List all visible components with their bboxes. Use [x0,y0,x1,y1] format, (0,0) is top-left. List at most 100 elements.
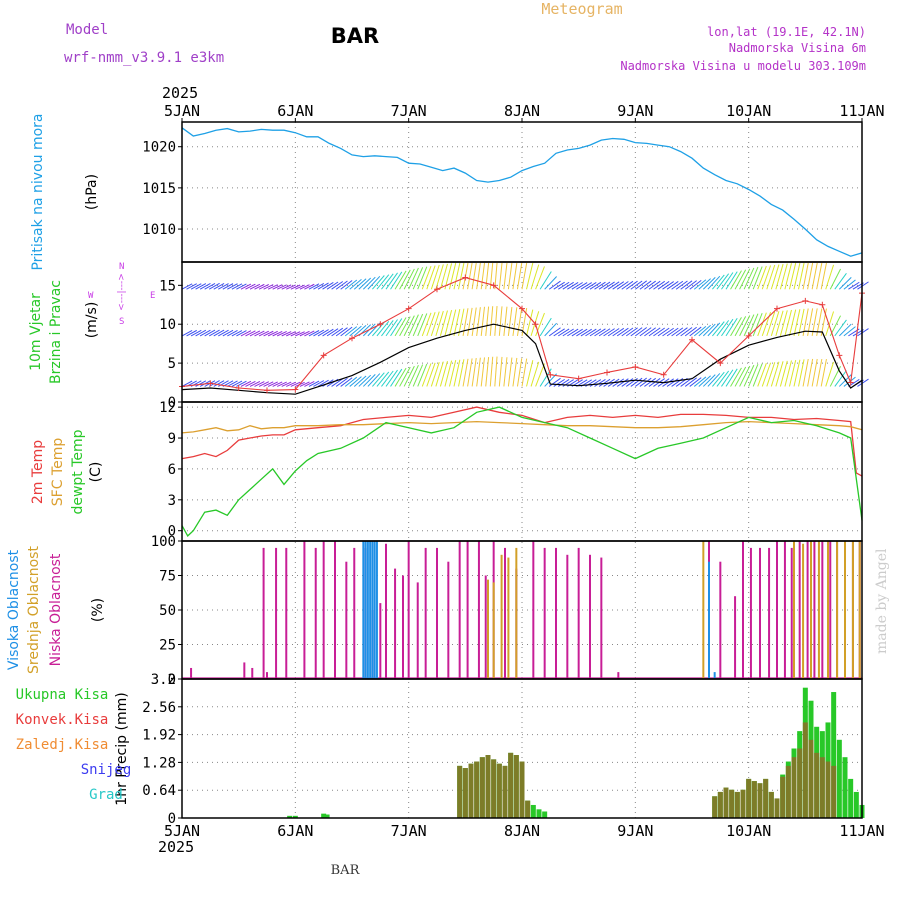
cloud-bar [858,541,861,679]
precip-frame [181,678,863,819]
wind-arrow [258,284,270,290]
wind-gust-marker [292,386,299,393]
wind-arrow [684,377,697,387]
wind-arrow [372,275,385,290]
credit-text: made by Angel [874,548,890,654]
wind-arrow [186,283,197,290]
wind-arrow [689,279,702,290]
cloud-bar [416,582,419,679]
wind-arrow [195,380,207,387]
temperature-ytick-label: 9 [168,431,176,447]
wind-arrow [535,266,545,290]
precip-convective-bar [780,776,786,818]
precip-convective-bar [763,778,769,818]
wind-arrow [576,282,588,290]
wind-arrow [322,328,334,337]
wind-arrow [807,262,814,290]
precip-ytick-label: 0.64 [142,783,176,799]
wind-arrow [317,282,329,290]
wind-gust-marker [717,360,724,367]
wind-arrow [689,326,702,337]
wind-arrow [394,317,407,337]
wind-arrow [589,281,602,290]
wind-arrow [843,376,856,387]
wind-arrow [698,375,711,387]
wind-arrow [657,281,670,290]
precip-convective-bar [785,765,791,818]
precip-total-bar [542,811,548,818]
precip-convective-bar [746,778,752,818]
wind-arrow [625,327,638,337]
wind-arrow [236,283,247,290]
wind-arrow [684,280,697,290]
wind-arrow [648,327,661,337]
wind-arrow [757,265,767,290]
wind-arrow [430,362,440,387]
wind-ytick-label: 5 [168,356,176,372]
cloud-bar [768,547,771,679]
wind-arrow [417,313,428,337]
cloud-bar [345,561,348,679]
wind-arrow [843,326,856,337]
wind-arrow [680,327,693,337]
wind-arrow [385,369,398,387]
wind-arrow [208,282,220,290]
cloud-bar [713,672,716,679]
wind-arrow [503,262,508,290]
cloud-ylabel-mid: Srednja Oblacnost [26,546,42,674]
cloud-bar [827,541,829,679]
wind-arrow [503,357,508,387]
wind-arrow [181,283,193,290]
cloud-bar [266,672,268,679]
cloud-bar [836,541,839,679]
cloud-bar [813,541,816,679]
wind-arrow [693,325,707,337]
wind-arrow [249,283,261,290]
wind-arrow [562,281,574,290]
wind-arrow [258,330,270,337]
cloud-bar [577,547,580,679]
wind-arrow [539,317,552,337]
wind-arrow [263,284,274,290]
wind-arrow [725,318,738,337]
wind-arrow [834,272,847,290]
precip-convective-bar [729,789,735,818]
wind-arrow [190,329,202,337]
wind-arrow [417,363,428,387]
wind-arrow [471,262,477,290]
wind-arrow [748,313,759,337]
precip-ytick-label: 3.2 [151,672,176,688]
wind-arrow [480,306,485,336]
wind-arrow [204,282,216,290]
wind-arrow [498,306,503,336]
precip-total-bar [842,757,848,818]
wind-arrow [444,309,453,337]
wind-arrow [426,312,436,337]
wind-arrow [485,306,490,336]
wind-arrow [693,376,707,387]
wind-arrow [526,309,534,337]
wind-arrow [770,311,780,337]
wind-arrow [313,282,325,290]
wind-arrow [612,281,625,290]
cloud-bar [364,541,367,679]
wind-arrow [258,381,270,387]
wind-arrow [331,327,344,337]
wind-arrow [752,363,763,387]
cloud-bar [447,561,450,679]
footer-station: BAR [331,863,361,878]
wind-arrow [485,357,490,387]
wind-arrow [779,263,788,290]
cloud-ylabel-high: Visoka Oblacnost [6,549,22,670]
wind-arrow [521,262,528,290]
wind-arrow [598,281,611,290]
wind-arrow [752,312,763,337]
time-tick-label-top: 10JAN [726,102,771,120]
wind-arrow [730,367,742,387]
wind-arrow [399,366,411,387]
wind-arrow [557,379,570,387]
cloud-bar [477,541,480,679]
wind-panel [179,262,869,395]
wind-arrow [766,311,776,337]
precip-convective-bar [825,761,831,818]
